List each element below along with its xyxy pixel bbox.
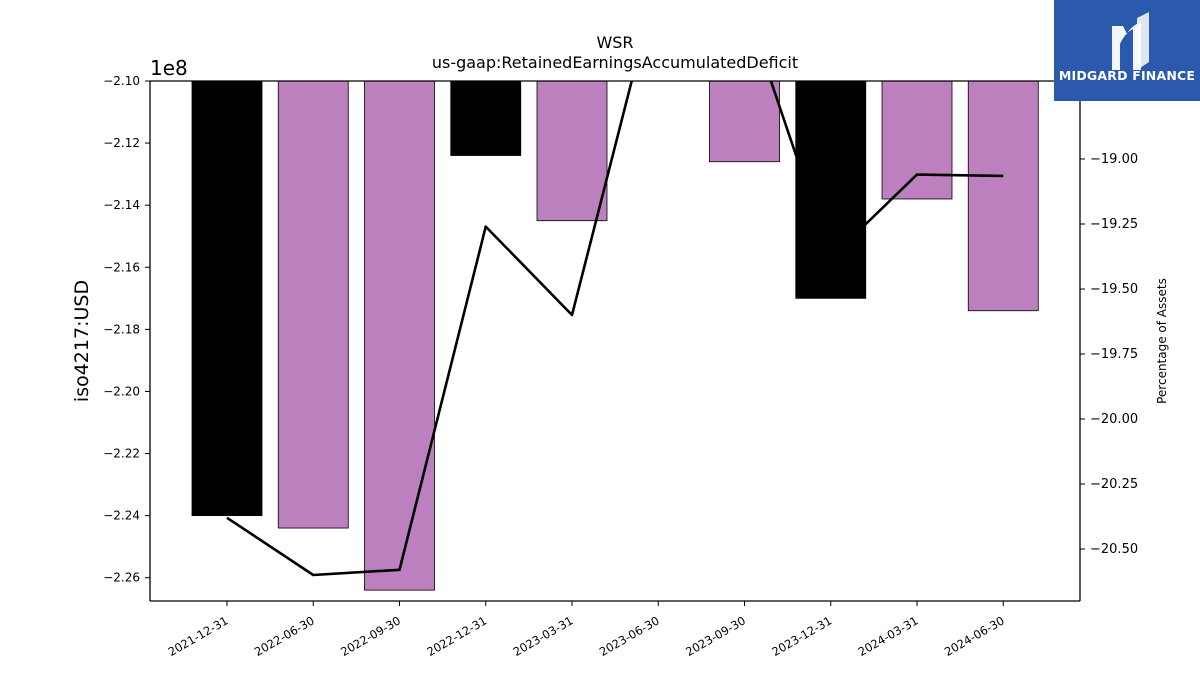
- y2-tick-label: −19.75: [1090, 347, 1138, 362]
- x-tick-label: 2023-03-31: [511, 613, 576, 659]
- bar: [450, 81, 522, 156]
- y2-tick-label: −19.50: [1090, 282, 1138, 297]
- y-tick-label: −2.12: [103, 136, 140, 150]
- x-tick-label: 2021-12-31: [166, 613, 231, 659]
- y2-tick-label: −20.25: [1090, 477, 1138, 492]
- bar: [277, 81, 349, 529]
- bar: [364, 81, 435, 591]
- bar: [967, 81, 1039, 312]
- brand-logo: MIDGARD FINANCE: [1054, 0, 1200, 101]
- y2-tick-label: −20.50: [1090, 542, 1138, 557]
- y-tick-label: −2.14: [103, 198, 140, 212]
- bar: [881, 81, 953, 200]
- bar: [191, 81, 263, 517]
- y2-axis-label: Percentage of Assets: [1155, 278, 1169, 404]
- y-tick-label: −2.10: [103, 74, 140, 88]
- x-tick-label: 2022-12-31: [424, 613, 489, 659]
- y-tick-label: −2.16: [103, 260, 140, 274]
- x-tick-label: 2022-06-30: [252, 613, 317, 659]
- y-tick-label: −2.18: [103, 322, 140, 336]
- chart-subtitle: us-gaap:RetainedEarningsAccumulatedDefic…: [432, 53, 798, 72]
- y-axis-label: iso4217:USD: [71, 280, 93, 402]
- bar: [795, 81, 867, 299]
- x-tick-label: 2024-03-31: [856, 613, 921, 659]
- y2-tick-label: −19.00: [1090, 152, 1138, 167]
- brand-logo-icon: [1112, 12, 1149, 70]
- bar: [536, 81, 608, 222]
- y-tick-label: −2.24: [103, 509, 140, 523]
- x-tick-label: 2024-06-30: [942, 613, 1007, 659]
- percentage-line: [226, 81, 1004, 577]
- y-offset-label: 1e8: [150, 56, 188, 80]
- y-tick-label: −2.22: [103, 447, 140, 461]
- brand-name: MIDGARD FINANCE: [1058, 68, 1196, 83]
- x-tick-label: 2022-09-30: [338, 613, 403, 659]
- y-tick-label: −2.20: [103, 384, 140, 398]
- bar: [709, 81, 780, 163]
- chart-title: WSR: [596, 33, 633, 52]
- y2-tick-label: −20.00: [1090, 412, 1138, 427]
- y-tick-label: −2.26: [103, 571, 140, 585]
- x-tick-label: 2023-06-30: [597, 613, 662, 659]
- y2-tick-label: −19.25: [1090, 217, 1138, 232]
- x-tick-label: 2023-12-31: [769, 613, 834, 659]
- x-tick-label: 2023-09-30: [683, 613, 748, 659]
